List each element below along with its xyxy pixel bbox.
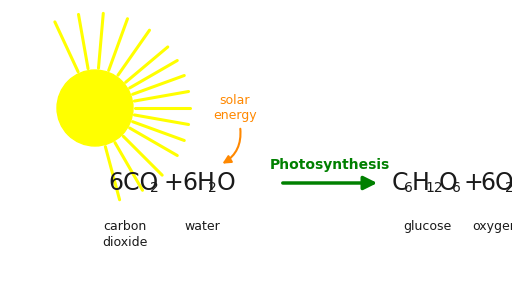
Text: 2: 2 [505, 181, 512, 195]
Text: H: H [412, 171, 430, 195]
Text: 6CO: 6CO [108, 171, 158, 195]
Text: 6H: 6H [182, 171, 215, 195]
Text: solar
energy: solar energy [213, 94, 257, 122]
Text: 12: 12 [425, 181, 443, 195]
Text: 2: 2 [208, 181, 217, 195]
Text: 6O: 6O [480, 171, 512, 195]
Text: 2: 2 [150, 181, 159, 195]
Text: O: O [217, 171, 236, 195]
Text: carbon
dioxide: carbon dioxide [102, 220, 147, 249]
Text: O: O [439, 171, 458, 195]
Text: water: water [184, 220, 220, 233]
Text: Photosynthesis: Photosynthesis [270, 158, 390, 172]
Text: 6: 6 [452, 181, 461, 195]
Text: 6: 6 [404, 181, 413, 195]
Text: C: C [392, 171, 409, 195]
Circle shape [57, 70, 133, 146]
Text: +: + [164, 171, 184, 195]
Text: +: + [464, 171, 484, 195]
Text: glucose: glucose [403, 220, 451, 233]
Text: oxygen: oxygen [472, 220, 512, 233]
